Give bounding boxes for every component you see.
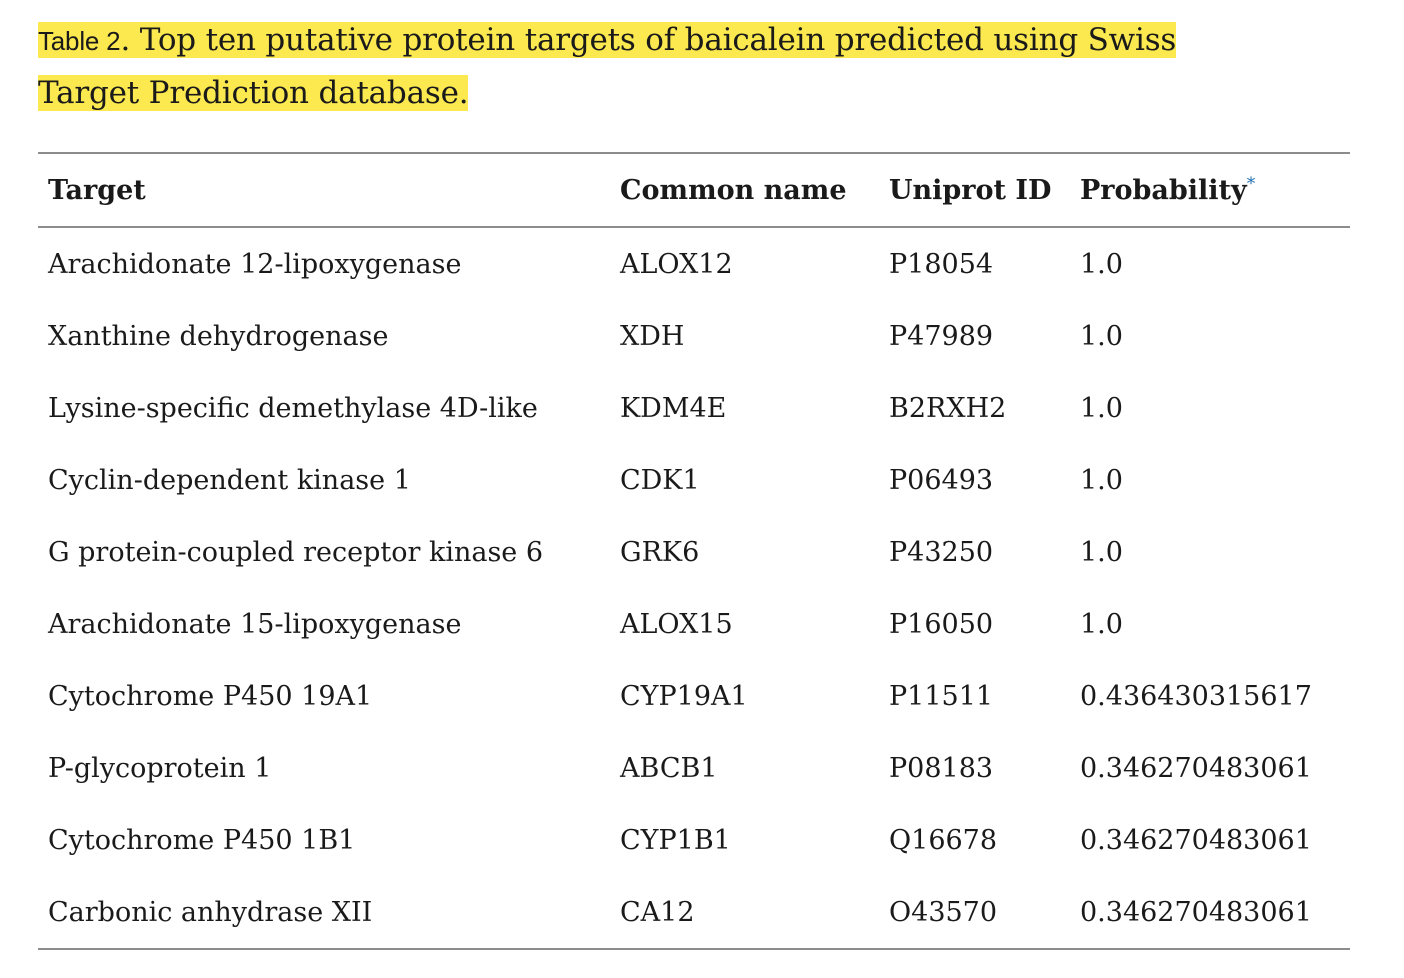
header-uniprot-id: Uniprot ID — [889, 174, 1052, 206]
cell-uniprot-id: P06493 — [889, 464, 994, 496]
table-row: Lysine-specific demethylase 4D-like KDM4E… — [38, 372, 1350, 444]
cell-target: Arachidonate 12-lipoxygenase — [48, 248, 462, 280]
cell-common-name: CDK1 — [620, 464, 700, 496]
cell-target: Lysine-specific demethylase 4D-like — [48, 392, 538, 424]
caption-text: . Top ten putative protein targets of ba… — [38, 22, 1177, 111]
probability-footnote-link[interactable]: * — [1246, 173, 1256, 194]
cell-target: Cytochrome P450 19A1 — [48, 680, 373, 712]
cell-common-name: KDM4E — [620, 392, 727, 424]
cell-common-name: GRK6 — [620, 536, 700, 568]
cell-uniprot-id: P08183 — [889, 752, 994, 784]
header-common-name: Common name — [620, 174, 847, 206]
cell-probability: 1.0 — [1080, 320, 1123, 352]
header-probability-label: Probability — [1080, 174, 1247, 206]
table-row: Cyclin-dependent kinase 1 CDK1 P06493 1.0 — [38, 444, 1350, 516]
table-caption: Table 2. Top ten putative protein target… — [38, 14, 1278, 119]
data-table-container: Target Common name Uniprot ID Probabilit… — [38, 152, 1350, 950]
cell-uniprot-id: P43250 — [889, 536, 994, 568]
cell-uniprot-id: P18054 — [889, 248, 994, 280]
cell-uniprot-id: O43570 — [889, 896, 998, 928]
table-row: Cytochrome P450 19A1 CYP19A1 P11511 0.43643… — [38, 660, 1350, 732]
cell-target: Arachidonate 15-lipoxygenase — [48, 608, 462, 640]
cell-probability: 1.0 — [1080, 608, 1123, 640]
table-row: Xanthine dehydrogenase XDH P47989 1.0 — [38, 300, 1350, 372]
table-row: Arachidonate 12-lipoxygenase ALOX12 P18054… — [38, 227, 1350, 300]
header-probability: Probability* — [1070, 153, 1350, 227]
cell-uniprot-id: B2RXH2 — [889, 392, 1007, 424]
table-body: Arachidonate 12-lipoxygenase ALOX12 P18054… — [38, 227, 1350, 949]
cell-uniprot-id: Q16678 — [889, 824, 998, 856]
table-row: Arachidonate 15-lipoxygenase ALOX15 P16050… — [38, 588, 1350, 660]
cell-uniprot-id: P47989 — [889, 320, 994, 352]
cell-probability: 0.436430315617 — [1080, 680, 1312, 712]
cell-common-name: ABCB1 — [620, 752, 718, 784]
cell-probability: 0.346270483061 — [1080, 752, 1312, 784]
cell-common-name: CA12 — [620, 896, 695, 928]
cell-probability: 1.0 — [1080, 536, 1123, 568]
cell-common-name: CYP19A1 — [620, 680, 748, 712]
cell-common-name: ALOX12 — [620, 248, 733, 280]
cell-target: G protein-coupled receptor kinase 6 — [48, 536, 544, 568]
cell-probability: 0.346270483061 — [1080, 824, 1312, 856]
header-row: Target Common name Uniprot ID Probabilit… — [38, 153, 1350, 227]
table-header: Target Common name Uniprot ID Probabilit… — [38, 153, 1350, 227]
cell-probability: 1.0 — [1080, 248, 1123, 280]
cell-common-name: XDH — [620, 320, 685, 352]
table-row: Carbonic anhydrase XII CA12 O43570 0.346270… — [38, 876, 1350, 949]
cell-target: Carbonic anhydrase XII — [48, 896, 373, 928]
targets-table: Target Common name Uniprot ID Probabilit… — [38, 152, 1350, 950]
cell-probability: 1.0 — [1080, 464, 1123, 496]
cell-uniprot-id: P16050 — [889, 608, 994, 640]
cell-target: Cyclin-dependent kinase 1 — [48, 464, 411, 496]
cell-target: Xanthine dehydrogenase — [48, 320, 389, 352]
cell-target: Cytochrome P450 1B1 — [48, 824, 356, 856]
cell-probability: 0.346270483061 — [1080, 896, 1312, 928]
cell-target: P-glycoprotein 1 — [48, 752, 272, 784]
table-label[interactable]: Table 2 — [38, 26, 121, 56]
table-row: Cytochrome P450 1B1 CYP1B1 Q16678 0.3462704… — [38, 804, 1350, 876]
header-target: Target — [48, 174, 146, 206]
cell-common-name: CYP1B1 — [620, 824, 731, 856]
cell-uniprot-id: P11511 — [889, 680, 994, 712]
cell-probability: 1.0 — [1080, 392, 1123, 424]
table-row: G protein-coupled receptor kinase 6 GRK6 P… — [38, 516, 1350, 588]
table-row: P-glycoprotein 1 ABCB1 P08183 0.34627048306… — [38, 732, 1350, 804]
cell-common-name: ALOX15 — [620, 608, 733, 640]
